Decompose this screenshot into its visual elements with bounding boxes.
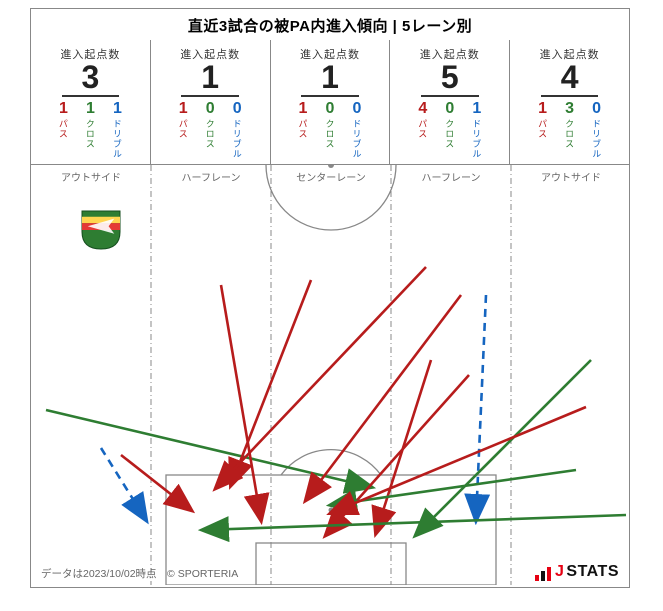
lane-1: 進入起点数 1 1パス 0クロス 0ドリブル [151, 40, 271, 164]
brand-text: STATS [566, 563, 619, 581]
lane-cross-lbl: クロス [204, 119, 217, 149]
lane-pass-lbl: パス [177, 119, 190, 139]
lane-drib-val: 0 [353, 101, 362, 117]
footer-text: データは2023/10/02時点 © SPORTERIA [41, 566, 238, 581]
lane-total: 5 [421, 60, 479, 97]
lane-cross-val: 0 [326, 101, 335, 117]
lane-drib-val: 0 [233, 101, 242, 117]
lane-cross-lbl: クロス [563, 119, 576, 149]
lane-cross-lbl: クロス [323, 119, 336, 149]
lane-drib-lbl: ドリブル [470, 119, 483, 159]
pitch-svg [31, 165, 631, 585]
lane-drib-val: 1 [113, 101, 122, 117]
lane-cross-val: 3 [565, 101, 574, 117]
lane-cross-lbl: クロス [443, 119, 456, 149]
brand-bars-icon [535, 565, 553, 581]
lane-4: 進入起点数 4 1パス 3クロス 0ドリブル [510, 40, 629, 164]
lane-cross-val: 0 [206, 101, 215, 117]
lane-total: 1 [301, 60, 359, 97]
lane-pass-val: 1 [299, 101, 308, 117]
lane-0: 進入起点数 3 1パス 1クロス 1ドリブル [31, 40, 151, 164]
lane-cross-lbl: クロス [84, 119, 97, 149]
lane-2: 進入起点数 1 1パス 0クロス 0ドリブル [271, 40, 391, 164]
lane-pass-lbl: パス [57, 119, 70, 139]
lane-total: 4 [541, 60, 599, 97]
lane-drib-val: 1 [472, 101, 481, 117]
lane-drib-val: 0 [592, 101, 601, 117]
lane-3: 進入起点数 5 4パス 0クロス 1ドリブル [390, 40, 510, 164]
pitch-area: アウトサイド ハーフレーン センターレーン ハーフレーン アウトサイド [31, 165, 629, 585]
lane-stats-row: 進入起点数 3 1パス 1クロス 1ドリブル 進入起点数 1 1パス 0クロス … [31, 40, 629, 165]
lane-pass-lbl: パス [296, 119, 309, 139]
lane-total: 3 [62, 60, 120, 97]
lane-drib-lbl: ドリブル [231, 119, 244, 159]
brand-prefix: J [555, 563, 564, 581]
lane-total: 1 [181, 60, 239, 97]
chart-title: 直近3試合の被PA内進入傾向 | 5レーン別 [31, 9, 629, 40]
lane-pass-lbl: パス [536, 119, 549, 139]
lane-pass-val: 1 [179, 101, 188, 117]
lane-cross-val: 0 [445, 101, 454, 117]
lane-pass-val: 1 [538, 101, 547, 117]
lane-pass-val: 1 [59, 101, 68, 117]
lane-drib-lbl: ドリブル [350, 119, 363, 159]
lane-drib-lbl: ドリブル [590, 119, 603, 159]
lane-drib-lbl: ドリブル [111, 119, 124, 159]
lane-cross-val: 1 [86, 101, 95, 117]
brand-logo: J STATS [535, 563, 619, 581]
lane-pass-lbl: パス [416, 119, 429, 139]
lane-pass-val: 4 [418, 101, 427, 117]
